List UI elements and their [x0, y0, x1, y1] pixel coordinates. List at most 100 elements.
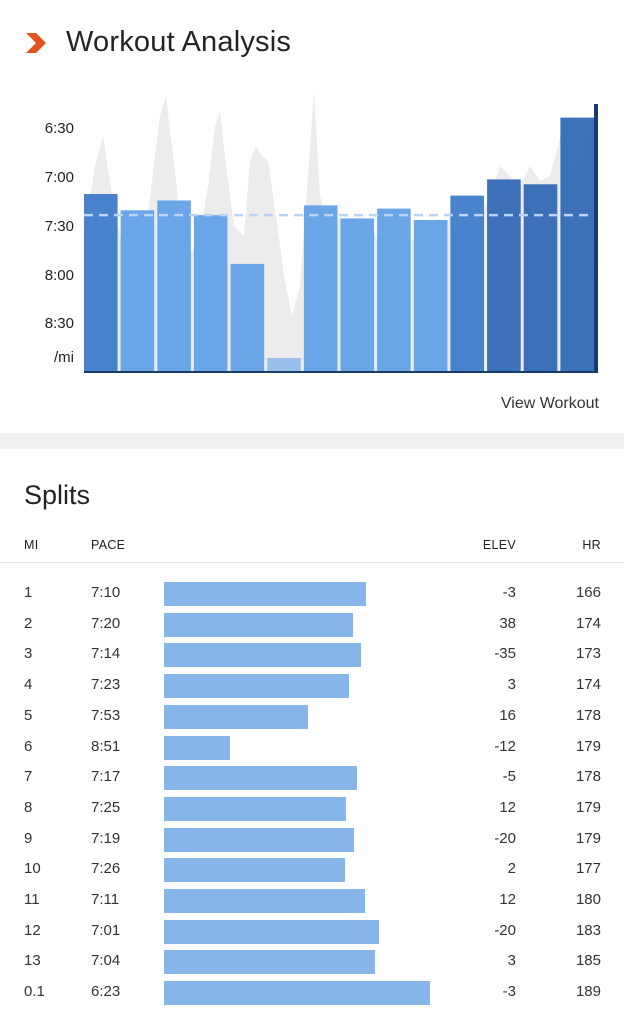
split-mile: 10 [24, 860, 41, 878]
split-heart-rate: 179 [575, 798, 601, 816]
header-divider [0, 562, 624, 563]
split-pace-bar [164, 858, 345, 883]
split-row: 13 7:04 3 185 [0, 946, 624, 976]
split-bar[interactable] [560, 117, 594, 372]
split-row: 3 7:14 -35 173 [0, 639, 624, 669]
split-elevation: -3 [502, 584, 516, 601]
split-elevation: 2 [507, 860, 516, 878]
split-mile: 1 [24, 584, 33, 601]
split-bar[interactable] [450, 195, 484, 372]
split-pace: 7:01 [91, 921, 121, 939]
split-pace-bar [164, 582, 366, 606]
split-mile: 11 [24, 891, 40, 908]
split-mile: 13 [24, 952, 41, 970]
split-bar[interactable] [303, 205, 338, 372]
split-row: 4 7:23 3 174 [0, 670, 624, 700]
split-row: 11 7:11 12 180 [0, 885, 624, 915]
split-pace: 8:51 [91, 737, 121, 755]
split-elevation: 12 [499, 891, 516, 908]
split-elevation: -12 [494, 737, 516, 755]
split-mile: 7 [24, 768, 33, 786]
header: Workout Analysis [0, 0, 624, 90]
split-heart-rate: 178 [575, 706, 601, 724]
split-pace: 7:26 [91, 860, 121, 878]
split-bar[interactable] [230, 263, 265, 372]
split-row: 5 7:53 16 178 [0, 701, 624, 731]
split-heart-rate: 185 [575, 952, 601, 970]
split-mile: 3 [24, 645, 33, 663]
split-elevation: 3 [507, 676, 516, 694]
split-bar[interactable] [377, 208, 411, 372]
split-bar[interactable] [267, 358, 301, 372]
split-pace-bar [164, 674, 349, 699]
split-pace-bar [164, 612, 353, 637]
split-row: 10 7:26 2 177 [0, 854, 624, 884]
split-elevation: -35 [494, 645, 516, 663]
split-pace-bar [164, 919, 379, 944]
split-row: 0.1 6:23 -3 189 [0, 977, 624, 1007]
split-bar[interactable] [84, 194, 118, 372]
splits-title: Splits [24, 480, 91, 510]
split-pace: 7:25 [91, 798, 121, 816]
y-axis-unit: /mi [54, 349, 74, 366]
split-bar[interactable] [340, 218, 375, 372]
split-bar[interactable] [193, 215, 228, 372]
column-header-mi: MI [24, 538, 39, 552]
split-pace: 7:10 [91, 584, 121, 601]
split-pace-bar [164, 981, 430, 1006]
split-mile: 5 [24, 706, 33, 724]
split-pace: 7:20 [91, 614, 121, 632]
split-heart-rate: 180 [575, 891, 601, 908]
pace-chart-plot [84, 91, 598, 373]
split-row: 12 7:01 -20 183 [0, 916, 624, 946]
split-pace: 7:19 [91, 829, 121, 847]
page-title: Workout Analysis [66, 26, 292, 58]
split-elevation: -5 [502, 768, 516, 786]
y-tick-label: 7:00 [44, 169, 74, 186]
split-bar[interactable] [157, 200, 191, 373]
y-tick-label: 8:30 [44, 315, 74, 332]
split-pace-bar [164, 950, 375, 975]
chart-end-marker [594, 104, 598, 372]
split-bar[interactable] [413, 220, 448, 372]
split-elevation: -20 [494, 921, 516, 939]
split-pace: 7:14 [91, 645, 121, 663]
split-bar[interactable] [487, 179, 521, 372]
split-elevation: -20 [494, 829, 516, 847]
split-mile: 2 [24, 614, 33, 632]
split-pace-bar [164, 643, 361, 668]
split-mile: 9 [24, 829, 33, 847]
split-elevation: 38 [499, 614, 516, 632]
split-heart-rate: 174 [575, 676, 601, 694]
split-heart-rate: 174 [575, 614, 601, 632]
column-header-hr: HR [582, 538, 601, 552]
y-tick-label: 8:00 [44, 267, 74, 284]
split-heart-rate: 179 [575, 829, 601, 847]
split-heart-rate: 166 [575, 584, 601, 601]
split-pace: 7:23 [91, 676, 121, 694]
split-pace-bar [164, 735, 230, 760]
chevron-right-icon [26, 33, 46, 53]
split-bar[interactable] [523, 184, 558, 373]
pace-chart[interactable]: 6:30 7:00 7:30 8:00 8:30 /mi [0, 86, 624, 386]
split-heart-rate: 173 [575, 645, 601, 663]
split-pace: 7:53 [91, 706, 121, 724]
split-bar[interactable] [120, 210, 155, 373]
split-heart-rate: 179 [575, 737, 601, 755]
split-mile: 0.1 [24, 983, 45, 1001]
split-heart-rate: 183 [575, 921, 601, 939]
split-row: 7 7:17 -5 178 [0, 762, 624, 792]
split-mile: 6 [24, 737, 33, 755]
split-elevation: 12 [499, 798, 516, 816]
split-pace: 7:17 [91, 768, 121, 786]
column-header-pace: PACE [91, 538, 126, 552]
section-divider [0, 433, 624, 449]
view-workout-link[interactable]: View Workout [500, 395, 599, 412]
split-mile: 8 [24, 798, 33, 816]
split-pace: 7:11 [91, 891, 120, 908]
split-pace-bar [164, 766, 357, 791]
split-row: 8 7:25 12 179 [0, 793, 624, 823]
split-mile: 4 [24, 676, 33, 694]
split-row: 2 7:20 38 174 [0, 609, 624, 639]
split-mile: 12 [24, 921, 41, 939]
